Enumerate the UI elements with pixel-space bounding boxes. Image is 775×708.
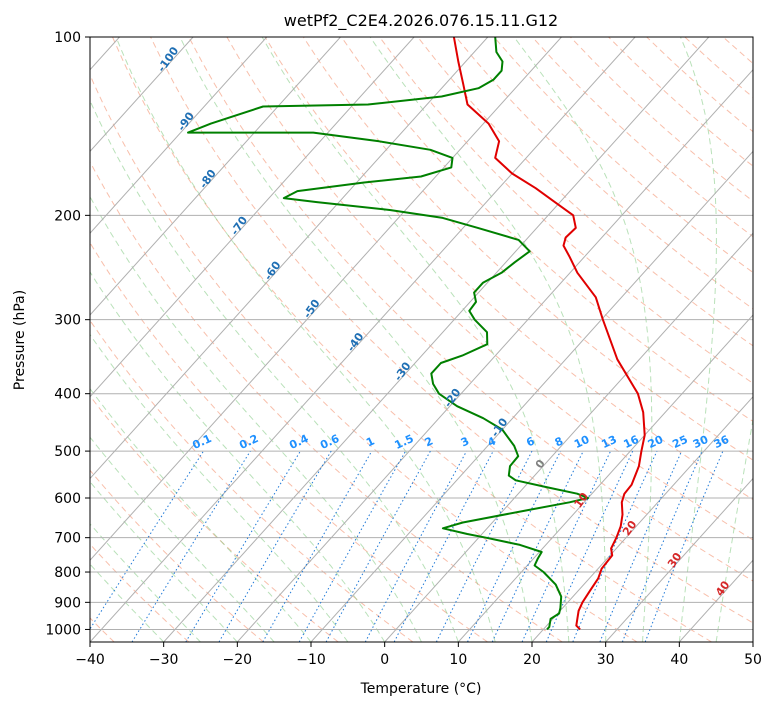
y-tick-label: 900 <box>54 595 81 611</box>
y-tick-label: 1000 <box>45 622 81 638</box>
dry-adiabat <box>455 37 753 310</box>
x-tick-label: −20 <box>223 652 253 668</box>
mixing-ratio-label: 16 <box>622 433 642 451</box>
mixing-ratio-line <box>599 450 683 642</box>
x-tick-label: −10 <box>296 652 326 668</box>
x-tick-label: −30 <box>149 652 179 668</box>
moist-adiabat <box>90 481 238 642</box>
mixing-ratio-label: 36 <box>712 433 732 451</box>
dry-adiabat <box>150 37 753 624</box>
moist-adiabat <box>715 416 753 642</box>
isotherm-line <box>236 68 753 642</box>
isotherm-line <box>90 37 341 316</box>
moist-adiabat <box>678 37 717 642</box>
mixing-ratio-line <box>644 450 724 642</box>
dry-adiabat <box>90 395 339 642</box>
isotherm-line <box>90 37 415 398</box>
mixing-ratio-label: 10 <box>572 433 592 451</box>
moist-adiabat <box>513 37 653 642</box>
x-tick-label: 30 <box>597 652 615 668</box>
moist-adiabat <box>90 99 459 642</box>
y-tick-label: 600 <box>54 491 81 507</box>
isotherm-line <box>457 314 753 642</box>
isotherm-line <box>90 37 489 480</box>
isotherm-line <box>90 37 194 153</box>
temperature-line <box>452 37 646 631</box>
x-axis-label: Temperature (°C) <box>360 681 482 697</box>
mixing-ratio-line <box>621 450 703 642</box>
y-tick-label: 700 <box>54 531 81 547</box>
y-tick-label: 500 <box>54 444 81 460</box>
grid-layer <box>90 37 753 642</box>
x-tick-label: 10 <box>449 652 467 668</box>
x-tick-label: 40 <box>670 652 688 668</box>
y-tick-label: 800 <box>54 565 81 581</box>
moist-adiabat <box>115 37 496 642</box>
x-tick-label: 0 <box>380 652 389 668</box>
mixing-ratio-line <box>325 450 431 642</box>
isotherm-line <box>310 150 753 642</box>
y-axis-label: Pressure (hPa) <box>12 290 28 390</box>
axis-layer: −40 −30 −20 −10 0 10 20 30 40 50 100 200 300 400 500 60… <box>45 30 762 668</box>
y-tick-label: 300 <box>54 313 81 329</box>
mixing-ratio-line <box>364 450 467 642</box>
data-layer <box>187 37 646 631</box>
y-tick-label: 100 <box>54 30 81 46</box>
dry-adiabat <box>90 469 264 642</box>
dry-adiabat <box>90 241 488 642</box>
dewpoint-line <box>187 37 590 631</box>
moist-adiabat <box>261 37 570 642</box>
dry-adiabat <box>90 160 563 642</box>
mixing-ratio-label: 13 <box>599 433 618 451</box>
isotherm-line <box>163 37 710 642</box>
moist-adiabat <box>90 271 386 642</box>
isotherm-line <box>90 37 268 234</box>
isotherm-line <box>384 232 753 642</box>
chart-title: wetPf2_C2E4.2026.076.15.11.G12 <box>284 11 558 31</box>
mixing-ratio-line <box>298 450 407 642</box>
mixing-ratio-line <box>435 450 533 642</box>
moist-adiabat <box>90 333 349 642</box>
mixing-ratio-label: 20 <box>646 433 666 451</box>
plot-frame <box>89 36 754 643</box>
y-tick-label: 400 <box>54 387 81 403</box>
isotherm-line <box>605 477 753 642</box>
x-tick-label: −40 <box>75 652 105 668</box>
x-tick-label: 20 <box>523 652 541 668</box>
mixing-ratio-line <box>90 450 204 630</box>
isotherm-line <box>531 395 753 642</box>
dry-adiabat <box>417 37 753 347</box>
isotherm-line <box>90 37 562 561</box>
isotherm-line <box>90 37 636 642</box>
mixing-ratio-line <box>545 450 634 642</box>
moist-adiabat <box>90 436 275 642</box>
x-tick-label: 50 <box>744 652 762 668</box>
dry-adiabat <box>112 37 712 642</box>
moist-adiabat <box>179 37 533 642</box>
mixing-ratio-label: 25 <box>670 433 689 451</box>
dry-adiabat <box>90 543 190 642</box>
moist-adiabat <box>369 37 607 642</box>
y-tick-label: 200 <box>54 208 81 224</box>
mixing-ratio-label: 30 <box>691 433 711 451</box>
